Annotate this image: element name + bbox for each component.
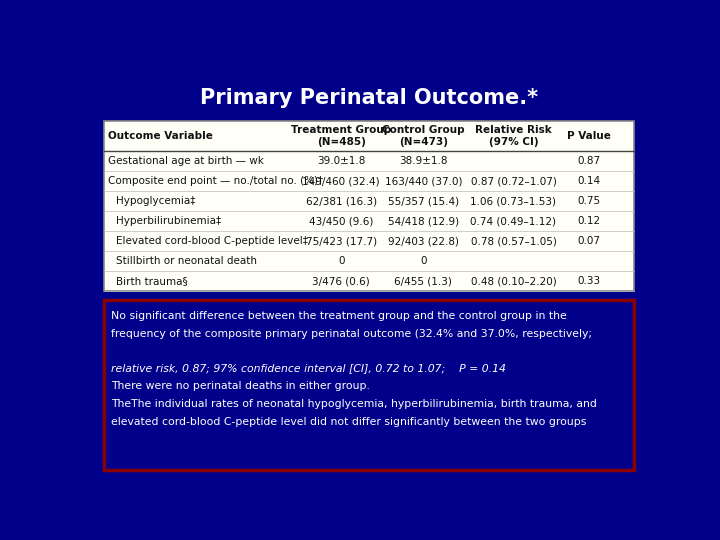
Text: No significant difference between the treatment group and the control group in t: No significant difference between the tr… — [111, 311, 567, 321]
Text: 6/455 (1.3): 6/455 (1.3) — [395, 276, 452, 286]
Text: 1.06 (0.73–1.53): 1.06 (0.73–1.53) — [470, 197, 557, 206]
Text: Relative Risk
(97% CI): Relative Risk (97% CI) — [475, 125, 552, 147]
Text: 92/403 (22.8): 92/403 (22.8) — [388, 237, 459, 246]
Text: Birth trauma§: Birth trauma§ — [116, 276, 188, 286]
Text: relative risk, 0.87; 97% confidence interval [CI], 0.72 to 1.07;    P = 0.14: relative risk, 0.87; 97% confidence inte… — [111, 363, 505, 373]
Text: 0.75: 0.75 — [577, 197, 600, 206]
Text: TheThe individual rates of neonatal hypoglycemia, hyperbilirubinemia, birth trau: TheThe individual rates of neonatal hypo… — [111, 399, 597, 409]
Text: 0.14: 0.14 — [577, 177, 600, 186]
Text: Treatment Group
(N=485): Treatment Group (N=485) — [291, 125, 391, 147]
Text: 0.74 (0.49–1.12): 0.74 (0.49–1.12) — [470, 217, 557, 226]
Text: 163/440 (37.0): 163/440 (37.0) — [384, 177, 462, 186]
FancyBboxPatch shape — [104, 121, 634, 292]
Text: There were no perinatal deaths in either group.: There were no perinatal deaths in either… — [111, 381, 369, 391]
Text: Outcome Variable: Outcome Variable — [109, 131, 213, 141]
Text: 75/423 (17.7): 75/423 (17.7) — [305, 237, 377, 246]
Text: 0.87: 0.87 — [577, 156, 600, 166]
Text: Gestational age at birth — wk: Gestational age at birth — wk — [109, 156, 264, 166]
Text: Hypoglycemia‡: Hypoglycemia‡ — [116, 197, 196, 206]
Text: 54/418 (12.9): 54/418 (12.9) — [388, 217, 459, 226]
Text: elevated cord-blood C-peptide level did not differ significantly between the two: elevated cord-blood C-peptide level did … — [111, 417, 586, 427]
Text: 0.33: 0.33 — [577, 276, 600, 286]
Text: Elevated cord-blood C-peptide level‡: Elevated cord-blood C-peptide level‡ — [116, 237, 308, 246]
Text: 39.0±1.8: 39.0±1.8 — [317, 156, 365, 166]
Text: 38.9±1.8: 38.9±1.8 — [399, 156, 448, 166]
FancyBboxPatch shape — [104, 300, 634, 470]
Text: Composite end point — no./total no. (%)†: Composite end point — no./total no. (%)† — [109, 177, 323, 186]
Text: P Value: P Value — [567, 131, 611, 141]
Text: 0.87 (0.72–1.07): 0.87 (0.72–1.07) — [470, 177, 557, 186]
Text: Primary Perinatal Outcome.*: Primary Perinatal Outcome.* — [200, 87, 538, 107]
Text: 3/476 (0.6): 3/476 (0.6) — [312, 276, 370, 286]
Text: Stillbirth or neonatal death: Stillbirth or neonatal death — [116, 256, 257, 266]
Text: 62/381 (16.3): 62/381 (16.3) — [305, 197, 377, 206]
Text: 149/460 (32.4): 149/460 (32.4) — [302, 177, 380, 186]
Text: frequency of the composite primary perinatal outcome (32.4% and 37.0%, respectiv: frequency of the composite primary perin… — [111, 329, 592, 339]
Text: 0.07: 0.07 — [577, 237, 600, 246]
Text: 55/357 (15.4): 55/357 (15.4) — [388, 197, 459, 206]
Text: 43/450 (9.6): 43/450 (9.6) — [309, 217, 374, 226]
Text: 0.12: 0.12 — [577, 217, 600, 226]
Text: Control Group
(N=473): Control Group (N=473) — [382, 125, 464, 147]
Text: 0: 0 — [338, 256, 344, 266]
Text: 0.78 (0.57–1.05): 0.78 (0.57–1.05) — [470, 237, 557, 246]
Text: Hyperbilirubinemia‡: Hyperbilirubinemia‡ — [116, 217, 221, 226]
Text: 0.48 (0.10–2.20): 0.48 (0.10–2.20) — [471, 276, 557, 286]
Text: 0: 0 — [420, 256, 426, 266]
